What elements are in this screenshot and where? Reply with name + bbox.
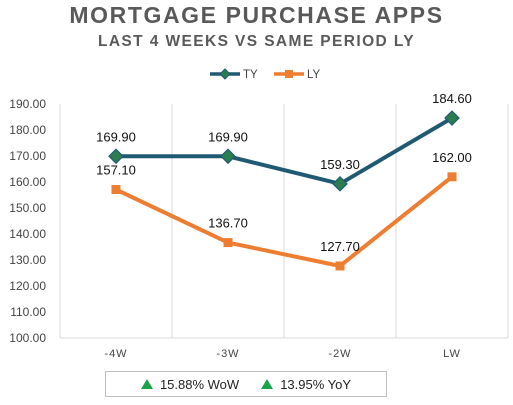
data-point-ly xyxy=(447,172,457,182)
legend-label-ty: TY xyxy=(243,69,258,81)
y-tick-label: 120.00 xyxy=(9,279,46,293)
up-triangle-icon xyxy=(140,379,153,389)
data-label-ly: 157.10 xyxy=(96,163,136,178)
x-tick-label: -2W xyxy=(328,348,351,360)
data-label-ly: 127.70 xyxy=(320,239,360,254)
y-tick-label: 170.00 xyxy=(9,149,46,163)
data-point-ty xyxy=(332,175,348,192)
wow-text: 15.88% WoW xyxy=(159,376,240,392)
legend-marker-ly xyxy=(285,70,293,78)
data-point-ly xyxy=(111,185,121,195)
data-point-ly xyxy=(335,261,345,271)
y-tick-label: 110.00 xyxy=(10,305,46,319)
y-tick-label: 100.00 xyxy=(9,331,46,345)
data-label-ty: 169.90 xyxy=(96,129,136,144)
yoy-text: 13.95% YoY xyxy=(280,376,352,392)
data-point-ty xyxy=(108,148,124,165)
y-tick-label: 180.00 xyxy=(9,123,46,137)
y-tick-label: 190.00 xyxy=(9,97,46,111)
data-label-ly: 162.00 xyxy=(432,150,472,165)
y-tick-label: 160.00 xyxy=(9,175,46,189)
chart-title: MORTGAGE PURCHASE APPS xyxy=(69,2,444,28)
y-tick-label: 130.00 xyxy=(9,253,46,267)
data-label-ty: 184.60 xyxy=(432,91,472,106)
series-line-ty xyxy=(116,116,454,186)
data-label-ty: 169.90 xyxy=(208,129,248,144)
y-tick-label: 140.00 xyxy=(9,227,46,241)
legend-label-ly: LY xyxy=(307,69,321,81)
x-tick-label: -4W xyxy=(104,348,127,360)
data-label-ty: 159.30 xyxy=(320,157,360,172)
data-point-ly xyxy=(223,238,233,248)
legend-marker-ty xyxy=(219,68,231,80)
wow-stat: 15.88% WoW xyxy=(140,376,240,392)
y-tick-label: 150.00 xyxy=(9,201,46,215)
summary-box: 15.88% WoW 13.95% YoY xyxy=(105,371,387,397)
x-tick-label: LW xyxy=(443,348,461,360)
chart-subtitle: LAST 4 WEEKS VS SAME PERIOD LY xyxy=(97,33,416,50)
up-triangle-icon xyxy=(261,379,274,389)
data-point-ty xyxy=(220,148,236,165)
series-line-ly xyxy=(115,175,454,268)
data-point-ty xyxy=(444,110,460,126)
x-tick-label: -3W xyxy=(216,348,239,360)
data-label-ly: 136.70 xyxy=(208,216,248,231)
yoy-stat: 13.95% YoY xyxy=(261,377,351,392)
